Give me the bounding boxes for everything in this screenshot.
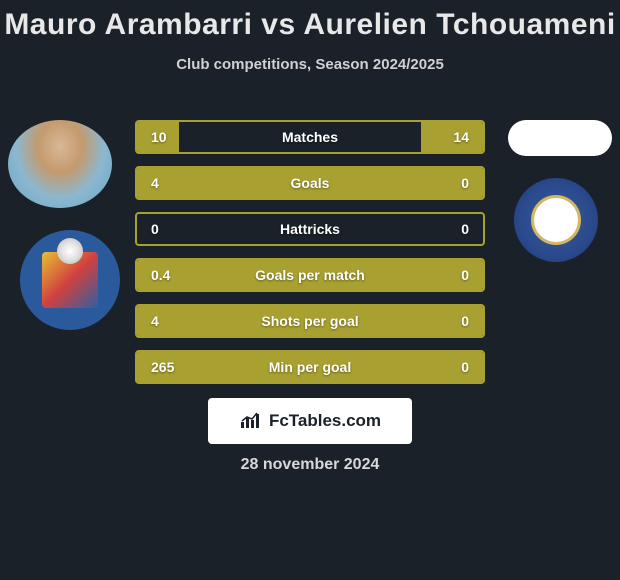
stat-row: 4 Goals 0	[135, 166, 485, 200]
stat-fill-right	[421, 122, 483, 152]
source-badge: FcTables.com	[208, 398, 412, 444]
stat-label: Goals	[291, 175, 330, 191]
stat-value-left: 0.4	[151, 267, 170, 283]
comparison-subtitle: Club competitions, Season 2024/2025	[0, 56, 620, 73]
stat-label: Matches	[282, 129, 338, 145]
stat-value-right: 0	[461, 221, 469, 237]
stat-value-left: 4	[151, 175, 159, 191]
chart-icon	[239, 412, 263, 430]
stat-label: Hattricks	[280, 221, 340, 237]
stat-row: 4 Shots per goal 0	[135, 304, 485, 338]
club-badge-right	[514, 178, 598, 262]
stat-value-right: 14	[453, 129, 469, 145]
stat-row: 265 Min per goal 0	[135, 350, 485, 384]
player-right-avatar	[508, 120, 612, 156]
stat-value-left: 265	[151, 359, 174, 375]
comparison-title: Mauro Arambarri vs Aurelien Tchouameni	[0, 0, 620, 42]
club-left-crest	[42, 252, 98, 308]
stat-row: 10 Matches 14	[135, 120, 485, 154]
source-label: FcTables.com	[269, 411, 381, 431]
stat-row: 0.4 Goals per match 0	[135, 258, 485, 292]
stat-value-right: 0	[461, 175, 469, 191]
player-left-avatar	[8, 120, 112, 208]
stat-value-left: 0	[151, 221, 159, 237]
stat-value-left: 4	[151, 313, 159, 329]
stat-row: 0 Hattricks 0	[135, 212, 485, 246]
stat-label: Min per goal	[269, 359, 351, 375]
stat-value-right: 0	[461, 267, 469, 283]
stat-label: Shots per goal	[261, 313, 358, 329]
stats-container: 10 Matches 14 4 Goals 0 0 Hattricks 0 0.4 Goals pe…	[135, 120, 485, 396]
stat-value-right: 0	[461, 359, 469, 375]
club-badge-left	[20, 230, 120, 330]
footer-date: 28 november 2024	[241, 456, 380, 474]
stat-label: Goals per match	[255, 267, 365, 283]
stat-value-right: 0	[461, 313, 469, 329]
stat-value-left: 10	[151, 129, 167, 145]
